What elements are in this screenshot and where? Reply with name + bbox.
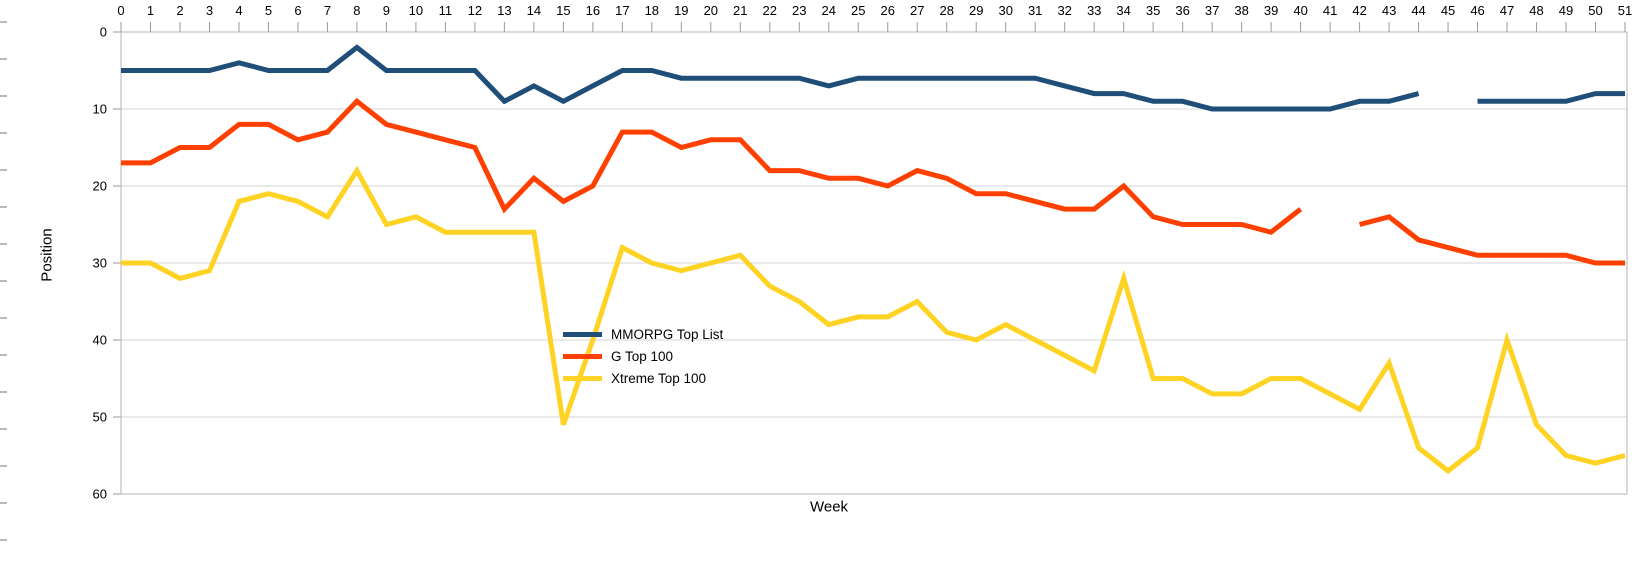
x-tick-label: 31 (1028, 3, 1042, 18)
x-tick-label: 46 (1470, 3, 1484, 18)
x-tick-label: 20 (704, 3, 718, 18)
y-tick-label: 20 (93, 179, 107, 194)
series-line-mmorpg-top-list (121, 44, 1420, 112)
y-tick-label: 30 (93, 256, 107, 271)
series-line-mmorpg-top-list (1477, 91, 1625, 104)
x-tick-label: 9 (383, 3, 390, 18)
legend-label: MMORPG Top List (611, 327, 724, 342)
x-tick-label: 40 (1293, 3, 1307, 18)
x-tick-label: 49 (1559, 3, 1573, 18)
x-tick-label: 24 (822, 3, 836, 18)
legend-line-swatch-xtreme (563, 376, 602, 381)
x-tick-label: 21 (733, 3, 747, 18)
x-tick-label: 12 (468, 3, 482, 18)
x-tick-label: 0 (117, 3, 124, 18)
legend: MMORPG Top List G Top 100 Xtreme Top 100 (563, 327, 723, 386)
x-tick-label: 15 (556, 3, 570, 18)
x-tick-label: 23 (792, 3, 806, 18)
legend-label: Xtreme Top 100 (611, 371, 707, 386)
x-tick-label: 5 (265, 3, 272, 18)
x-tick-label: 34 (1116, 3, 1130, 18)
x-tick-label: 6 (294, 3, 301, 18)
x-tick-label: 26 (881, 3, 895, 18)
x-tick-label: 10 (409, 3, 423, 18)
y-tick-label: 60 (93, 487, 107, 502)
series-line-g-top-100 (1358, 214, 1625, 266)
y-tick-label: 50 (93, 410, 107, 425)
x-tick-label: 45 (1441, 3, 1455, 18)
x-tick-label: 28 (939, 3, 953, 18)
x-tick-label: 2 (176, 3, 183, 18)
x-tick-label: 7 (324, 3, 331, 18)
x-tick-label: 11 (439, 3, 453, 18)
x-tick-label: 41 (1323, 3, 1337, 18)
x-tick-label: 48 (1529, 3, 1543, 18)
x-tick-label: 42 (1352, 3, 1366, 18)
x-axis-title: Week (809, 498, 849, 516)
legend-line-swatch-g-top (563, 354, 602, 359)
x-tick-label: 25 (851, 3, 865, 18)
x-tick-label: 38 (1234, 3, 1248, 18)
x-tick-label: 39 (1264, 3, 1278, 18)
x-tick-label: 50 (1588, 3, 1602, 18)
x-tick-label: 16 (586, 3, 600, 18)
y-tick-label: 40 (93, 333, 107, 348)
y-tick-label: 0 (100, 25, 107, 40)
x-tick-label: 44 (1411, 3, 1425, 18)
legend-line-swatch-mmorpg (563, 332, 602, 337)
x-tick-label: 43 (1382, 3, 1396, 18)
x-tick-label: 27 (910, 3, 924, 18)
x-tick-label: 35 (1146, 3, 1160, 18)
x-tick-label: 14 (527, 3, 541, 18)
x-tick-label: 19 (674, 3, 688, 18)
x-tick-label: 1 (147, 3, 154, 18)
series-line-xtreme-top-100 (121, 165, 1626, 475)
x-tick-label: 33 (1087, 3, 1101, 18)
x-tick-label: 36 (1175, 3, 1189, 18)
x-tick-label: 32 (1057, 3, 1071, 18)
y-tick-label: 10 (93, 102, 107, 117)
legend-item: Xtreme Top 100 (563, 371, 723, 386)
legend-item: MMORPG Top List (563, 327, 723, 342)
legend-item: G Top 100 (563, 349, 723, 364)
x-tick-label: 18 (645, 3, 659, 18)
x-tick-label: 3 (206, 3, 213, 18)
x-tick-label: 29 (969, 3, 983, 18)
x-tick-label: 17 (615, 3, 629, 18)
x-tick-label: 51 (1618, 3, 1632, 18)
x-tick-label: 8 (353, 3, 360, 18)
x-tick-label: 47 (1500, 3, 1514, 18)
x-tick-label: 30 (998, 3, 1012, 18)
legend-label: G Top 100 (611, 349, 674, 364)
x-tick-label: 22 (763, 3, 777, 18)
series-line-g-top-100 (121, 97, 1303, 235)
left-edge-row-marks (0, 21, 7, 573)
x-tick-label: 13 (497, 3, 511, 18)
x-tick-label: 37 (1205, 3, 1219, 18)
x-tick-label: 4 (235, 3, 242, 18)
